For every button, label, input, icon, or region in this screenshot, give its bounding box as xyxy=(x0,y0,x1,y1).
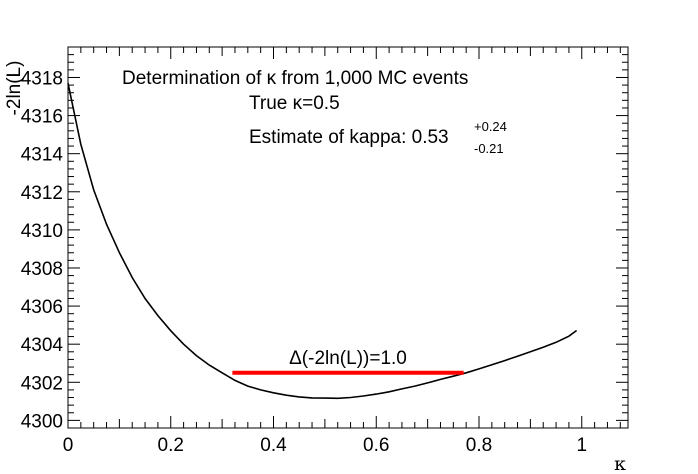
y-tick-label: 4314 xyxy=(21,145,64,166)
annotation-title: Determination of κ from 1,000 MC events xyxy=(122,68,468,89)
annotation-true-kappa: True κ=0.5 xyxy=(249,93,340,114)
x-tick-label: 0 xyxy=(63,435,74,456)
y-tick-label: 4312 xyxy=(21,183,63,204)
y-tick-label: 4304 xyxy=(21,335,64,356)
x-tick-label: 0.8 xyxy=(466,435,492,456)
y-tick-label: 4306 xyxy=(21,297,63,318)
annotation-estimate-lower: -0.21 xyxy=(474,141,504,156)
x-axis-title: κ xyxy=(614,453,626,474)
x-tick-label: 0.2 xyxy=(158,435,184,456)
x-tick-label: 1 xyxy=(576,435,587,456)
y-tick-label: 4308 xyxy=(21,259,63,280)
y-tick-label: 4318 xyxy=(21,68,63,89)
annotation-estimate-upper: +0.24 xyxy=(474,119,507,134)
y-tick-label: 4310 xyxy=(21,221,63,242)
y-tick-label: 4302 xyxy=(21,373,63,394)
axis-ticks xyxy=(67,46,628,429)
x-tick-label: 0.6 xyxy=(363,435,389,456)
y-axis-title: -2ln(L) xyxy=(4,61,25,116)
annotation-estimate: Estimate of kappa: 0.53 xyxy=(249,127,449,148)
likelihood-curve xyxy=(67,83,578,400)
x-tick-label: 0.4 xyxy=(260,435,287,456)
y-tick-label: 4300 xyxy=(21,411,63,432)
y-tick-label: 4316 xyxy=(21,107,63,128)
interval-label: Δ(-2ln(L))=1.0 xyxy=(289,348,407,369)
axis-tick-labels: 0 0.2 0.4 0.6 0.8 1 4300 4302 4304 4306 4308 4310 43… xyxy=(21,68,587,456)
